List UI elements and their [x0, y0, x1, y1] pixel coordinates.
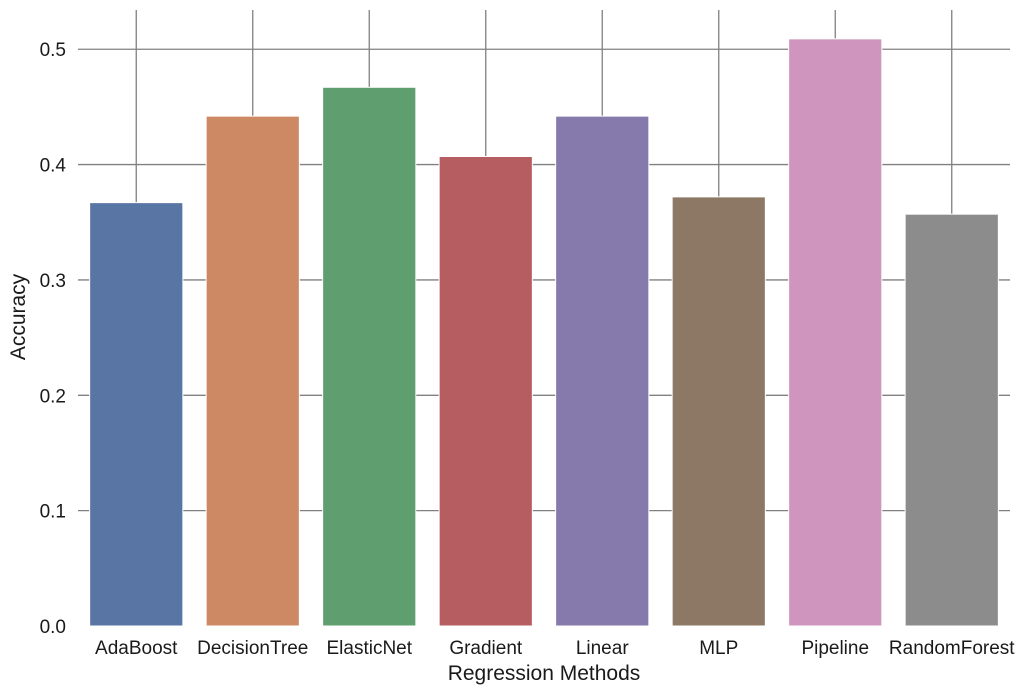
x-axis-label: Regression Methods [448, 662, 641, 685]
y-axis-label: Accuracy [7, 273, 30, 360]
x-tick-label-decisiontree: DecisionTree [197, 638, 308, 659]
y-tick-label: 0.2 [40, 386, 66, 407]
y-tick-label: 0.1 [40, 502, 66, 523]
bar-linear [555, 115, 650, 627]
x-tick-label-linear: Linear [576, 638, 629, 659]
x-tick-label-adaboost: AdaBoost [95, 638, 178, 659]
y-tick-labels: 0.0 0.1 0.2 0.3 0.4 0.5 [40, 40, 67, 638]
bar-elasticnet [322, 86, 417, 627]
bar-mlp [671, 196, 766, 627]
x-tick-label-pipeline: Pipeline [801, 638, 869, 659]
y-tick-label: 0.3 [40, 271, 66, 292]
x-tick-labels: AdaBoost DecisionTree ElasticNet Gradient Li… [95, 638, 1015, 659]
bar-randomforest [904, 213, 999, 627]
x-tick-label-randomforest: RandomForest [889, 638, 1015, 659]
bars [89, 38, 999, 627]
bar-pipeline [788, 38, 883, 627]
x-tick-label-mlp: MLP [699, 638, 738, 659]
y-tick-label: 0.4 [40, 156, 67, 177]
bar-adaboost [89, 202, 184, 627]
x-tick-label-elasticnet: ElasticNet [326, 638, 412, 659]
x-tick-label-gradient: Gradient [449, 638, 523, 659]
y-tick-label: 0.0 [40, 617, 66, 638]
bar-decisiontree [205, 115, 300, 627]
y-tick-label: 0.5 [40, 40, 66, 61]
bar-gradient [438, 156, 533, 627]
